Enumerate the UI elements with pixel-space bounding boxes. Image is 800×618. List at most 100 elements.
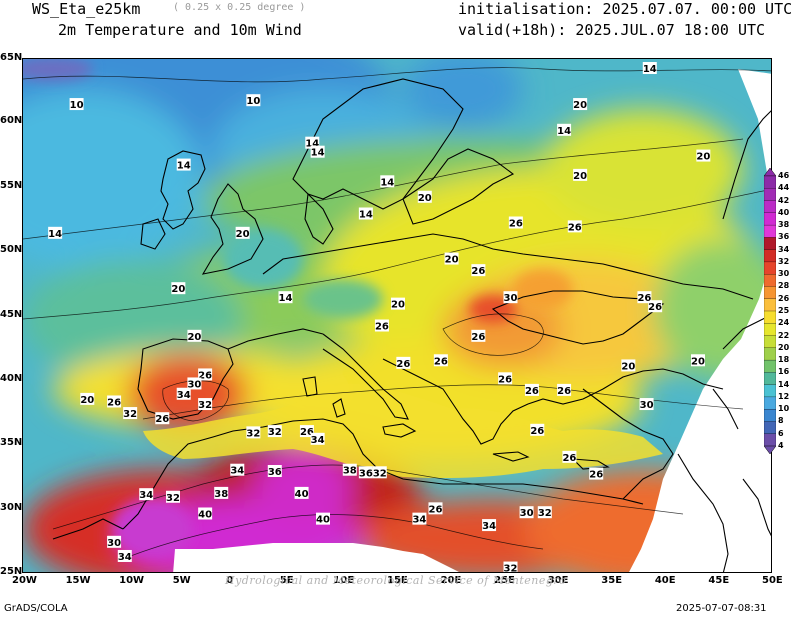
contour-label-text: 32: [538, 508, 552, 519]
temperature-colorbar: [764, 168, 776, 454]
colorbar-label: 8: [778, 416, 784, 426]
longitude-label: 5E: [279, 575, 294, 586]
contour-label: 34: [176, 387, 191, 401]
valid-time: valid(+18h): 2025.JUL.07 18:00 UTC: [458, 21, 766, 39]
colorbar-segment: [764, 224, 776, 238]
contour-label: 32: [198, 398, 213, 411]
colorbar-segment: [764, 310, 776, 324]
colorbar-label: 14: [778, 379, 790, 389]
colorbar-bottom-arrow: [764, 445, 776, 454]
contour-label-text: 20: [621, 361, 635, 372]
contour-label-text: 20: [80, 395, 94, 406]
latitude-label: 40N: [0, 372, 23, 384]
latitude-label: 60N: [0, 115, 23, 127]
contour-label: 30: [519, 506, 534, 519]
contour-label: 36: [267, 465, 282, 478]
longitude-label: 45E: [708, 575, 730, 586]
contour-label: 14: [48, 226, 63, 240]
contour-label: 14: [278, 291, 293, 304]
contour-label-text: 14: [380, 177, 394, 188]
colorbar-label: 25: [778, 306, 790, 315]
contour-label-text: 30: [107, 538, 121, 549]
contour-label: 26: [637, 291, 652, 304]
temperature-map[interactable]: 10 10 14 14 14 14 14 14 14 14 14 20 20 20 20 20 20 20 20 20…: [22, 58, 772, 573]
contour-label: 20: [187, 329, 202, 343]
contour-label-text: 36: [359, 468, 373, 479]
colorbar-segment: [764, 212, 776, 226]
colorbar-segment: [764, 409, 776, 422]
contour-label-text: 14: [177, 161, 191, 172]
colorbar-label: 38: [778, 220, 790, 230]
longitude-label: 25E: [494, 575, 515, 586]
contour-label-text: 20: [236, 229, 250, 240]
contour-label-text: 20: [171, 284, 185, 295]
contour-label-text: 26: [429, 504, 443, 515]
contour-label-text: 26: [557, 386, 571, 397]
map-canvas: 10 10141414141414141414202020202020202020…: [23, 59, 771, 573]
contour-label-text: 32: [268, 427, 282, 438]
model-name: WS_Eta_e25km: [32, 0, 141, 18]
colorbar-segment: [764, 372, 776, 386]
colorbar-segment: [764, 347, 776, 361]
contour-label-text: 14: [311, 148, 325, 159]
contour-label-text: 20: [391, 300, 405, 311]
colorbar-label: 40: [778, 207, 790, 217]
colorbar-label: 12: [778, 391, 790, 401]
contour-label: 30: [107, 535, 122, 549]
contour-label: 38: [342, 463, 357, 477]
contour-label: 30: [503, 291, 518, 304]
latitude-label: 45N: [0, 308, 23, 320]
colorbar-label: 42: [778, 195, 790, 205]
contour-label-text: 26: [525, 386, 539, 397]
latitude-label: 65N: [0, 52, 23, 63]
contour-label-text: 34: [311, 435, 325, 446]
contour-label-text: 20: [696, 152, 710, 163]
contour-label: 32: [123, 407, 138, 420]
contour-label-text: 26: [375, 322, 389, 333]
contour-label-text: 34: [118, 552, 132, 563]
contour-label-text: 40: [295, 489, 309, 500]
longitude-label: 10W: [119, 575, 145, 586]
colorbar-label: 16: [778, 367, 790, 377]
longitude-label: 40E: [654, 575, 676, 586]
contour-label: 10: [246, 94, 261, 107]
contour-label: 32: [372, 466, 387, 479]
contour-label: 14: [176, 158, 191, 172]
contour-label-text: 36: [268, 467, 282, 478]
longitude-label: 0: [226, 575, 234, 586]
contour-label: 26: [374, 319, 389, 333]
colorbar-label: 32: [778, 256, 790, 266]
contour-label: 20: [417, 190, 432, 204]
colorbar-segment: [764, 421, 776, 435]
contour-label-text: 26: [509, 219, 523, 230]
contour-label-text: 32: [198, 400, 212, 411]
colorbar-label: 26: [778, 293, 790, 303]
contour-label: 40: [198, 507, 213, 520]
contour-label: 26: [433, 354, 448, 367]
contour-label: 32: [246, 426, 261, 439]
contour-label: 26: [530, 423, 545, 437]
contour-label: 26: [428, 502, 443, 515]
contour-label: 30: [639, 398, 654, 411]
contour-label-text: 30: [520, 508, 534, 519]
contour-label: 32: [503, 561, 518, 573]
contour-label-text: 34: [230, 466, 244, 477]
contour-label-text: 40: [198, 509, 212, 520]
colorbar-label: 6: [778, 428, 784, 438]
contour-label-text: 30: [640, 400, 654, 411]
contour-label: 34: [117, 549, 132, 563]
contour-label: 34: [139, 488, 154, 501]
contour-label: 38: [214, 486, 229, 500]
contour-label-text: 14: [643, 64, 657, 75]
contour-label-text: 26: [530, 426, 544, 437]
contour-label-text: 26: [637, 293, 651, 304]
contour-label-text: 32: [373, 468, 387, 479]
contour-label-text: 20: [573, 100, 587, 111]
contour-label-text: 26: [155, 414, 169, 425]
contour-label-text: 32: [504, 564, 518, 573]
contour-label: 26: [471, 329, 486, 343]
contour-label: 34: [310, 432, 325, 446]
contour-label: 20: [171, 282, 186, 295]
colorbar-label: 22: [778, 330, 790, 340]
latitude-label: 35N: [0, 437, 23, 449]
